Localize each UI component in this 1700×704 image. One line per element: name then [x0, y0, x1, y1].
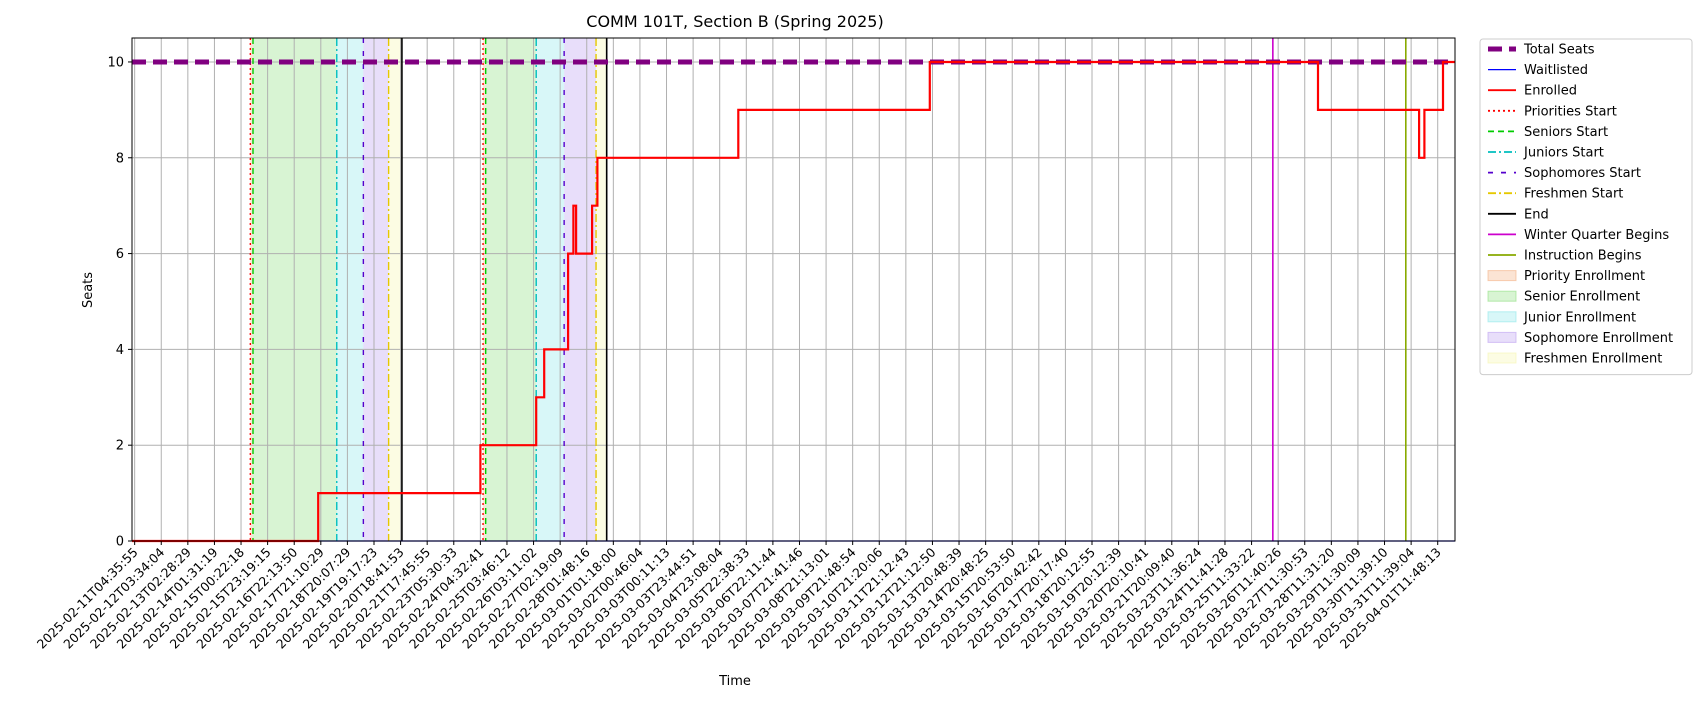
- senior-enrollment-band: [485, 38, 537, 541]
- legend-label: Enrolled: [1524, 84, 1577, 99]
- freshmen-enrollment-band: [596, 38, 607, 541]
- x-axis-ticks: 2025-02-11T04:35:552025-02-12T03:34:0420…: [34, 541, 1444, 652]
- junior-enrollment-band: [536, 38, 565, 541]
- legend-label: Priority Enrollment: [1524, 269, 1645, 284]
- legend-label: Junior Enrollment: [1523, 310, 1636, 325]
- legend-label: Sophomore Enrollment: [1524, 331, 1673, 346]
- legend-swatch: [1487, 270, 1517, 282]
- y-tick-label: 2: [116, 439, 124, 454]
- event-lines: [249, 38, 1407, 541]
- legend-label: Waitlisted: [1524, 63, 1588, 78]
- y-tick-label: 10: [107, 55, 124, 70]
- y-axis-label: Seats: [81, 272, 96, 308]
- enrollment-period-bands: [250, 38, 607, 541]
- senior-enrollment-band: [252, 38, 337, 541]
- y-tick-label: 0: [116, 535, 124, 550]
- legend-label: Sophomores Start: [1524, 166, 1641, 181]
- priority-enrollment-band: [483, 38, 486, 541]
- legend-label: Freshmen Start: [1524, 187, 1623, 202]
- legend-swatch: [1487, 311, 1517, 323]
- legend-label: Seniors Start: [1524, 125, 1608, 140]
- enrolled-series: [132, 60, 1455, 543]
- legend-swatch: [1487, 290, 1517, 302]
- legend-label: Juniors Start: [1523, 146, 1604, 161]
- legend-box: [1479, 38, 1693, 376]
- legend-label: Winter Quarter Begins: [1524, 228, 1669, 243]
- legend-label: Instruction Begins: [1524, 249, 1642, 264]
- legend-swatch: [1487, 352, 1517, 364]
- priority-enrollment-band: [250, 38, 253, 541]
- sophomore-enrollment-band: [564, 38, 597, 541]
- y-axis-ticks: 0 2 4 6 8 10: [107, 55, 132, 550]
- legend-label: End: [1524, 207, 1549, 222]
- legend-swatch: [1487, 331, 1517, 343]
- junior-enrollment-band: [336, 38, 364, 541]
- x-axis-label: Time: [718, 674, 751, 689]
- plot-frame: [131, 37, 1456, 542]
- grid-lines: [132, 38, 1455, 542]
- legend-label: Senior Enrollment: [1524, 290, 1640, 305]
- y-tick-label: 6: [116, 247, 124, 262]
- legend-label: Priorities Start: [1524, 104, 1617, 119]
- legend: Total Seats Waitlisted Enrolled Priorities …: [1479, 38, 1693, 376]
- legend-label: Freshmen Enrollment: [1524, 352, 1662, 367]
- chart-title: COMM 101T, Section B (Spring 2025): [586, 12, 883, 31]
- sophomore-enrollment-band: [363, 38, 389, 541]
- freshmen-enrollment-band: [388, 38, 402, 541]
- y-tick-label: 4: [116, 343, 124, 358]
- legend-label: Total Seats: [1523, 43, 1595, 58]
- y-tick-label: 8: [116, 151, 124, 166]
